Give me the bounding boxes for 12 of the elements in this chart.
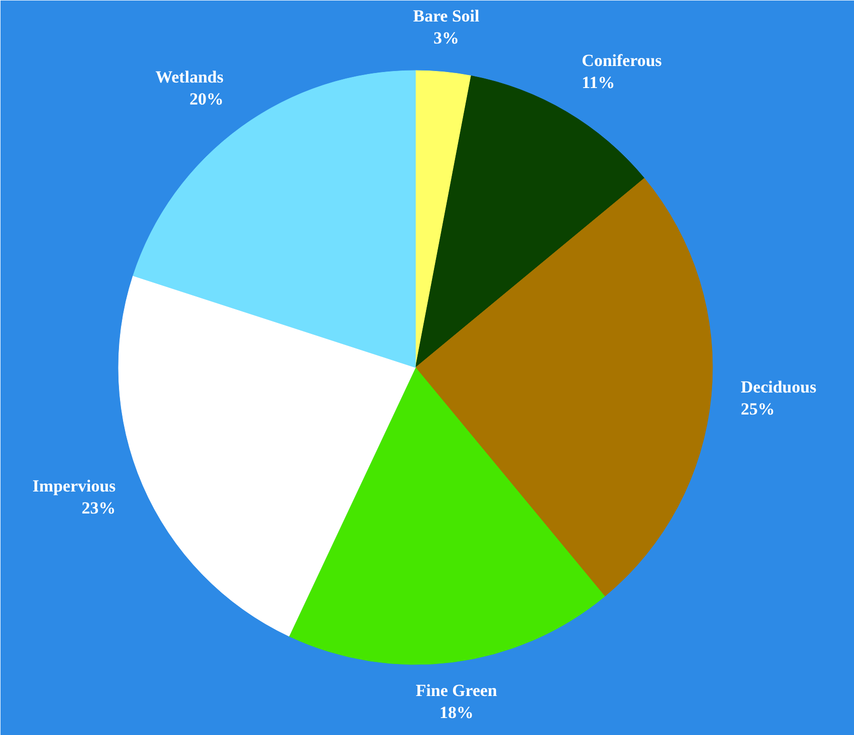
data-label: 20% [189,90,224,109]
slice-label: Impervious [32,476,116,496]
slice-label: Deciduous [740,378,817,397]
slice-label: Bare Soil [413,6,480,26]
data-label: 25% [740,400,775,419]
data-label: 23% [82,498,116,518]
slice-label: Fine Green [416,681,498,700]
data-label: 18% [439,703,474,722]
data-label: 3% [433,28,459,48]
data-label: 11% [582,72,615,92]
slice-label: Wetlands [155,68,224,87]
slice-label: Coniferous [582,50,662,70]
